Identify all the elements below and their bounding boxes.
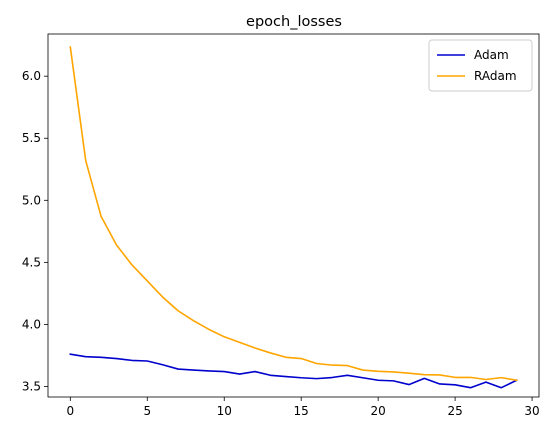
series-line-radam — [69, 46, 518, 382]
series-line-adam — [69, 353, 518, 389]
x-tick-label: 0 — [66, 404, 74, 418]
y-tick-label: 5.0 — [22, 193, 41, 207]
x-tick-label: 25 — [447, 404, 462, 418]
y-tick-label: 4.5 — [22, 255, 41, 269]
x-tick-label: 5 — [143, 404, 151, 418]
legend-label-adam: Adam — [474, 48, 509, 62]
x-tick-label: 20 — [371, 404, 386, 418]
x-tick-label: 30 — [524, 404, 539, 418]
y-tick-label: 4.0 — [22, 317, 41, 331]
chart-title: epoch_losses — [246, 14, 342, 30]
legend-label-radam: RAdam — [474, 69, 517, 83]
y-tick-label: 5.5 — [22, 131, 41, 145]
y-tick-label: 3.5 — [22, 379, 41, 393]
legend-box — [428, 39, 533, 92]
legend: Adam RAdam — [428, 39, 533, 92]
y-tick-label: 6.0 — [22, 69, 41, 83]
x-tick-label: 15 — [294, 404, 309, 418]
plot-area — [69, 46, 518, 389]
axes-frame — [47, 33, 540, 398]
x-tick-label: 10 — [217, 404, 232, 418]
